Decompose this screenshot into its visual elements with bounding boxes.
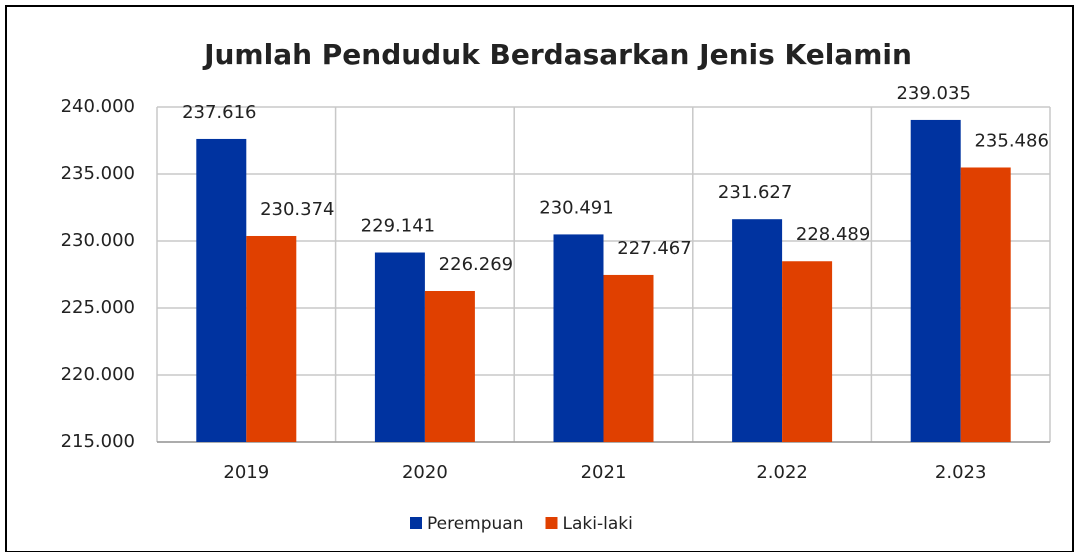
value-label: 227.467	[617, 238, 691, 259]
bar	[553, 234, 604, 442]
y-tick-label: 240.000	[61, 96, 135, 117]
bar	[603, 274, 654, 442]
legend-label: Laki-laki	[563, 514, 633, 534]
y-tick-label: 220.000	[61, 364, 135, 385]
bar	[374, 252, 425, 442]
bar	[732, 219, 783, 442]
bar	[246, 235, 297, 442]
legend-swatch	[545, 517, 558, 529]
y-tick-label: 235.000	[61, 163, 135, 184]
bar	[424, 290, 475, 442]
value-label: 228.489	[796, 224, 870, 245]
legend-label: Perempuan	[427, 514, 524, 534]
value-label: 237.616	[182, 102, 256, 123]
value-label: 231.627	[718, 182, 792, 203]
value-label: 239.035	[896, 83, 970, 104]
value-label: 235.486	[974, 130, 1048, 151]
bar	[960, 167, 1011, 442]
y-tick-label: 215.000	[61, 431, 135, 452]
y-tick-label: 230.000	[61, 230, 135, 251]
y-tick-label: 225.000	[61, 297, 135, 318]
x-tick-label: 2.023	[935, 462, 987, 483]
x-tick-label: 2020	[402, 462, 448, 483]
legend-swatch	[410, 517, 422, 529]
bar	[910, 119, 961, 442]
bar	[196, 138, 247, 442]
value-label: 230.374	[260, 199, 334, 220]
value-label: 229.141	[361, 216, 435, 237]
x-tick-label: 2019	[223, 462, 269, 483]
value-label: 226.269	[439, 254, 513, 275]
chart-frame	[5, 5, 1074, 552]
value-label: 230.491	[539, 197, 613, 218]
x-tick-label: 2021	[581, 462, 627, 483]
chart-title: Jumlah Penduduk Berdasarkan Jenis Kelami…	[202, 38, 912, 71]
x-tick-label: 2.022	[756, 462, 808, 483]
bar	[782, 261, 833, 442]
